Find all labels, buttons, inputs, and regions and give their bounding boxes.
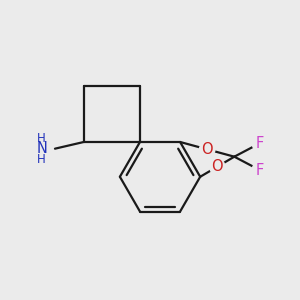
Text: F: F (256, 163, 264, 178)
Circle shape (200, 142, 215, 157)
Text: H: H (37, 153, 46, 166)
Text: O: O (201, 142, 213, 157)
Text: H: H (37, 132, 46, 145)
Text: F: F (256, 136, 264, 151)
Text: N: N (36, 141, 47, 156)
Text: O: O (212, 159, 223, 174)
Circle shape (210, 159, 225, 174)
Circle shape (252, 136, 267, 151)
Circle shape (252, 162, 267, 178)
